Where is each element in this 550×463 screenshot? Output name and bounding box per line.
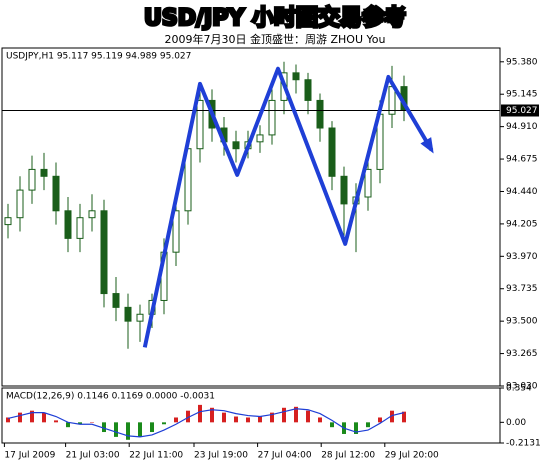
candle-body — [232, 141, 240, 150]
macd-bar — [234, 416, 238, 423]
macd-bar — [330, 422, 334, 428]
x-tick-label: 28 Jul 12:00 — [321, 451, 375, 461]
macd-header: MACD(12,26,9) 0.1146 0.1169 0.0000 -0.00… — [6, 392, 215, 402]
current-price-box — [501, 104, 539, 117]
candle-body — [136, 313, 144, 322]
signal-line — [7, 408, 405, 438]
y-tick-label: 93.265 — [506, 349, 538, 359]
y-tick-label: 0.354 — [506, 384, 532, 394]
y-tick-label: 94.440 — [506, 187, 538, 197]
y-tick-label: 93.030 — [506, 382, 538, 392]
y-tick-label: -0.2131 — [506, 439, 541, 449]
macd-bar — [318, 417, 322, 423]
macd-bar — [246, 417, 250, 423]
candle-body — [340, 175, 348, 205]
macd-bar — [198, 404, 202, 423]
candle-body — [124, 306, 132, 322]
y-tick-label: 94.910 — [506, 122, 538, 132]
candle-body — [52, 175, 60, 212]
candle-body — [16, 189, 24, 219]
candle-body — [172, 210, 180, 253]
candle-body — [40, 168, 48, 177]
macd-bar — [354, 422, 358, 434]
x-tick-label: 23 Jul 19:00 — [194, 451, 248, 461]
y-tick-label: 0.00 — [506, 418, 526, 428]
macd-bar — [30, 410, 34, 423]
price-header: USDJPY,H1 95.117 95.119 94.989 95.027 — [6, 52, 191, 62]
candle-body — [28, 168, 36, 191]
macd-bar — [42, 412, 46, 423]
macd-bar — [306, 410, 310, 423]
candle-body — [76, 217, 84, 239]
arrow-head — [420, 137, 434, 154]
candle-body — [268, 99, 276, 136]
macd-bar — [162, 422, 166, 425]
macd-bar — [366, 422, 370, 428]
macd-bar — [390, 410, 394, 423]
candle-body — [292, 72, 300, 81]
macd-bar — [270, 412, 274, 423]
macd-bar — [66, 422, 70, 428]
candle-body — [256, 134, 264, 143]
y-tick-label: 94.205 — [506, 219, 538, 229]
candle-body — [64, 210, 72, 239]
y-tick-label: 93.970 — [506, 252, 538, 262]
candle-body — [316, 99, 324, 129]
chart-title: USD/JPY 小时图交易参考 — [144, 5, 406, 31]
candle-body — [4, 217, 12, 226]
macd-bar — [78, 422, 82, 425]
macd-bar — [378, 417, 382, 423]
candle-body — [112, 293, 120, 308]
y-tick-label: 93.735 — [506, 284, 538, 294]
macd-bar — [210, 407, 214, 423]
candle-body — [196, 99, 204, 150]
x-tick-label: 21 Jul 03:00 — [66, 451, 120, 461]
macd-bar — [18, 412, 22, 423]
macd-bar — [258, 416, 262, 423]
x-tick-label: 17 Jul 2009 — [4, 451, 55, 461]
macd-bar — [102, 422, 106, 433]
candle-body — [364, 168, 372, 198]
price-panel — [1, 47, 501, 387]
macd-bar — [222, 412, 226, 423]
y-tick-label: 93.500 — [506, 317, 538, 327]
chart-subtitle: 2009年7月30日 金顶盛世：周游 ZHOU You — [165, 32, 386, 46]
macd-bar — [282, 407, 286, 423]
candle-body — [328, 127, 336, 177]
macd-bar — [126, 422, 130, 440]
macd-bar — [6, 417, 10, 423]
current-price-label: 95.027 — [506, 106, 538, 116]
x-tick-label: 27 Jul 04:00 — [258, 451, 312, 461]
candle-body — [100, 210, 108, 295]
x-tick-label: 29 Jul 20:00 — [385, 451, 439, 461]
macd-bar — [90, 422, 94, 423]
macd-bar — [114, 422, 118, 437]
macd-bar — [402, 411, 406, 423]
candle-body — [88, 210, 96, 219]
candle-body — [304, 79, 312, 101]
y-tick-label: 95.380 — [506, 57, 538, 67]
y-tick-label: 95.145 — [506, 90, 538, 100]
y-tick-label: 94.675 — [506, 155, 538, 165]
x-tick-label: 22 Jul 11:00 — [129, 451, 183, 461]
trend-annotation — [142, 66, 434, 348]
macd-bar — [150, 422, 154, 433]
macd-panel — [1, 387, 501, 444]
macd-bar — [138, 422, 142, 437]
macd-bar — [186, 410, 190, 423]
macd-bar — [174, 417, 178, 423]
macd-bar — [294, 406, 298, 423]
macd-bar — [54, 420, 58, 423]
